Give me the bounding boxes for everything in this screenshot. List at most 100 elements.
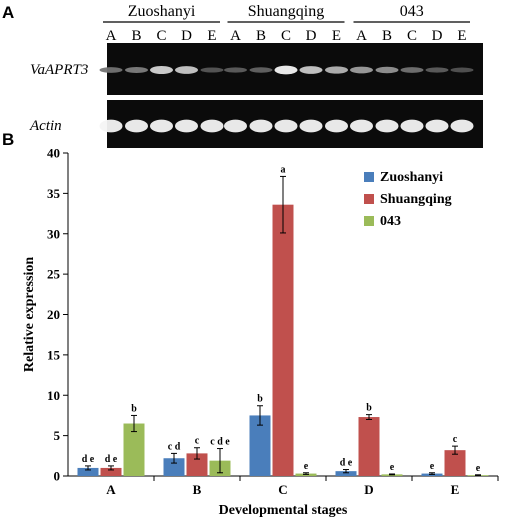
panel-a-letter: A: [2, 3, 14, 22]
legend-label: Zuoshanyi: [380, 170, 443, 185]
gel-band: [175, 119, 198, 133]
gel-band: [299, 66, 323, 74]
cultivar-label: Shuangqing: [248, 3, 324, 20]
gel-band: [150, 66, 173, 74]
gene-label: Actin: [29, 118, 62, 134]
lane-label: C: [407, 28, 417, 44]
gel-band: [274, 119, 298, 133]
gel-band: [375, 119, 399, 133]
bar: [186, 453, 208, 476]
bar: [100, 467, 122, 476]
gel-band: [375, 66, 399, 74]
lane-label: C: [156, 28, 166, 44]
significance-label: c d e: [210, 437, 230, 448]
gel-band: [200, 67, 224, 73]
significance-label: a: [281, 164, 286, 175]
gel-band: [299, 119, 323, 133]
gel-band: [325, 119, 348, 133]
gene-label: VaAPRT3: [30, 62, 88, 78]
legend-swatch: [364, 194, 374, 204]
significance-label: d e: [340, 458, 353, 469]
significance-label: e: [476, 463, 481, 474]
lane-label: B: [382, 28, 392, 44]
gel-band: [425, 67, 449, 73]
bar: [335, 471, 357, 476]
lane-label: B: [131, 28, 141, 44]
gel-band: [450, 67, 474, 73]
gel-band: [150, 119, 173, 133]
x-tick-label: C: [278, 482, 287, 497]
gel-band: [249, 119, 273, 133]
cultivar-label: Zuoshanyi: [128, 3, 196, 20]
significance-label: b: [257, 394, 263, 405]
lane-label: E: [457, 28, 466, 44]
gel-band: [200, 119, 224, 133]
significance-label: e: [390, 462, 395, 473]
bar: [358, 417, 380, 476]
gel-band: [99, 119, 123, 133]
y-tick-label: 35: [47, 186, 61, 201]
bar: [123, 423, 145, 476]
gel-band: [450, 119, 474, 133]
y-tick-label: 0: [54, 469, 61, 484]
gel-band: [325, 66, 348, 74]
lane-label: E: [207, 28, 216, 44]
gel-band: [175, 66, 198, 74]
significance-label: c: [453, 434, 458, 445]
gel-band: [249, 67, 273, 73]
y-tick-label: 20: [47, 307, 60, 322]
significance-label: c d: [168, 441, 181, 452]
significance-label: e: [304, 461, 309, 472]
cultivar-label: 043: [400, 3, 424, 20]
significance-label: c: [195, 436, 200, 447]
y-axis-title: Relative expression: [22, 257, 37, 372]
legend-swatch: [364, 216, 374, 226]
x-tick-label: B: [193, 482, 202, 497]
bar: [444, 450, 466, 476]
cultivar-headers: Zuoshanyi Shuangqing 043: [103, 3, 470, 23]
gel-band: [99, 67, 123, 73]
lane-label: A: [356, 28, 367, 44]
lane-label: A: [106, 28, 117, 44]
significance-label: d e: [105, 454, 118, 465]
bar-chart: 0 5 10 15 20 25 30 35 40 Relative expression Ad e d…: [22, 146, 499, 518]
x-axis-title: Developmental stages: [219, 503, 348, 518]
lane-label: D: [306, 28, 317, 44]
gel-band: [350, 119, 373, 133]
lane-label: D: [432, 28, 443, 44]
gel-band: [224, 67, 247, 73]
gel-band: [350, 66, 373, 74]
y-tick-label: 15: [47, 347, 61, 362]
legend-label: Shuangqing: [380, 192, 452, 207]
y-tick-label: 25: [47, 267, 61, 282]
bar: [77, 467, 99, 476]
y-tick-label: 30: [47, 226, 60, 241]
significance-label: b: [131, 403, 137, 414]
significance-label: d e: [82, 454, 95, 465]
legend-swatch: [364, 172, 374, 182]
x-tick-label: E: [451, 482, 460, 497]
gel-band: [224, 119, 247, 133]
panel-b-chart: B 0 5 10 15 20 25 30 35 40 Relative expression Ad …: [2, 130, 499, 518]
gel-band: [274, 65, 298, 75]
significance-label: b: [366, 403, 372, 414]
bar: [272, 204, 294, 476]
gel-row: VaAPRT3: [30, 43, 483, 95]
gel-rows: VaAPRT3 Actin: [29, 43, 483, 148]
legend: Zuoshanyi Shuangqing 043: [364, 170, 452, 229]
gel-band: [400, 119, 424, 133]
lane-label: A: [230, 28, 241, 44]
lane-label: B: [256, 28, 266, 44]
lane-label: C: [281, 28, 291, 44]
panel-b-letter: B: [2, 130, 14, 149]
legend-label: 043: [380, 214, 401, 229]
x-tick-label: A: [106, 482, 116, 497]
gel-band: [125, 119, 148, 133]
lane-label: D: [181, 28, 192, 44]
lane-label: E: [332, 28, 341, 44]
y-tick-label: 5: [54, 428, 61, 443]
gel-band: [425, 119, 449, 133]
gel-row: Actin: [29, 100, 483, 148]
